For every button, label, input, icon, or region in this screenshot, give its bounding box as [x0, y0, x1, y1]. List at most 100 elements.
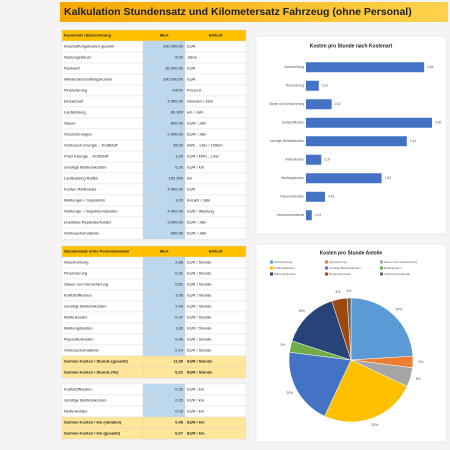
legend-swatch [380, 260, 383, 264]
cell: 3.000,00 [167, 220, 183, 225]
cell: Einsatzzeit [64, 99, 84, 104]
cell: Versicherungen [64, 132, 92, 137]
value-cell [142, 366, 186, 379]
cell: Laufleistung [64, 110, 86, 115]
cell: 0,03 [175, 409, 184, 414]
cell: EUR / Stunde [187, 282, 212, 287]
cell: EUR / km [187, 409, 205, 414]
legend-label: Finanzierung [329, 260, 347, 264]
legend-label: Verbrauchsmaterial [384, 272, 410, 276]
header-cell: Stundensatz ohne Personalkosten [64, 249, 130, 254]
data-label: 0,14 [315, 213, 321, 217]
cell: Preis Energie .. Kraftstoff [64, 154, 109, 159]
cell: 0,20 [175, 398, 184, 403]
bar [306, 99, 332, 110]
header-cell: Wert [160, 33, 169, 38]
legend-label: sonstige Betriebskosten [329, 266, 361, 270]
cell: EUR / Stunde [187, 359, 213, 364]
cell: 650,00 [171, 231, 184, 236]
pie-slice [288, 351, 352, 417]
cell: 0,14 [175, 348, 184, 353]
cell: Verbrauch Energie .. Kraftstoff [64, 143, 118, 148]
category-label: Reparaturkosten [280, 195, 304, 199]
category-label: Kraftstoffkosten [282, 121, 304, 125]
cell: kWh .. Liter / 100km [187, 143, 223, 148]
cell: EUR [187, 66, 196, 71]
cell: 3,00 [175, 198, 184, 203]
cell: EUR / Stunde [187, 337, 212, 342]
legend-swatch [270, 260, 273, 264]
cell: 100.000,00 [163, 77, 184, 82]
cell: EUR [187, 77, 196, 82]
cell: 1,83 [175, 326, 184, 331]
header-cell: Kostenart / Bezeichnung [64, 33, 111, 38]
cell: Summe Kosten / Stunde (fix) [64, 370, 119, 375]
cell: EUR / Stunde [187, 304, 212, 309]
category-label: Wartungskosten [281, 176, 304, 180]
category-label: Abschreibung [285, 65, 305, 69]
chart-title: Kosten pro Stunde Anteile [320, 250, 383, 256]
cell: Verbrauchsmaterial [64, 348, 99, 353]
cell: EUR / Stunde [187, 326, 212, 331]
cell: Wartungskosten [64, 326, 93, 331]
cell: Summe Kosten / km (gesamt) [64, 431, 121, 436]
cell: EUR / Jahr [187, 121, 207, 126]
cell: 4,00% [172, 88, 184, 93]
bar [306, 154, 322, 165]
cell: 5,00 [175, 55, 184, 60]
cell: 150.000 [169, 176, 184, 181]
cell: EUR / Stunde [187, 370, 213, 375]
cell: EUR / Stunde [187, 348, 212, 353]
category-label: sonstige Betriebskosten [270, 139, 304, 143]
chart-title: Kosten pro Stunde nach Kostenart [310, 43, 393, 49]
sheet-title: Kalkulation Stundensatz und Kilometersat… [64, 6, 412, 18]
cell: EUR / Stunde [187, 271, 212, 276]
legend-swatch [380, 266, 383, 270]
cell: 2,86 [175, 260, 184, 265]
bar [306, 210, 312, 221]
cell: 3,05 [175, 293, 184, 298]
cell: 0,62 [175, 282, 184, 287]
data-label: 5% [416, 377, 421, 381]
legend-label: Kraftstoffkosten [274, 266, 295, 270]
cell: 800,00 [171, 121, 184, 126]
legend-swatch [270, 272, 273, 276]
cell: EUR / Stunde [187, 315, 212, 320]
cell: Reifenkosten [64, 315, 87, 320]
data-label: 0,46 [328, 195, 334, 199]
cell: EUR / Jahr [187, 132, 207, 137]
cell: km [187, 176, 193, 181]
cell: 80.000 [171, 110, 184, 115]
bar [306, 80, 319, 91]
cell: Anschaffungskosten gesamt [64, 44, 115, 49]
bar [306, 173, 382, 184]
cell: 0,48 [175, 420, 184, 425]
data-label: 3,05 [435, 121, 441, 125]
legend-label: Abschreibung [274, 260, 293, 264]
header-cell: Einheit [209, 249, 223, 254]
bar [306, 136, 407, 147]
cell: Reifenkosten [64, 409, 87, 414]
legend-swatch [325, 266, 328, 270]
header-cell: Wert [160, 249, 169, 254]
data-label: 3% [280, 343, 285, 347]
data-label: 1,83 [385, 176, 391, 180]
cell: 100.000,00 [163, 44, 184, 49]
bar [306, 117, 432, 128]
cell: EUR / km [187, 165, 205, 170]
cell: Kraftstoffkosten [64, 293, 92, 298]
cell: 0,20 [175, 165, 184, 170]
cell: Anzahl / Jahr [187, 198, 211, 203]
legend-swatch [325, 272, 328, 276]
cell: EUR / Stunde [187, 260, 212, 265]
cell: 6,02 [175, 370, 184, 375]
cell: Laufleistung Reifen [64, 176, 98, 181]
cell: EUR / Jahr [187, 220, 207, 225]
legend-label: Steuer und Versicherung [384, 260, 417, 264]
bar [306, 191, 326, 202]
cell: 0,31 [175, 271, 184, 276]
cell: Jahre [187, 55, 198, 60]
cell: Restwert [64, 66, 81, 71]
cell: Verbrauchsmaterial [64, 231, 99, 236]
cell: EUR / km [187, 431, 205, 436]
